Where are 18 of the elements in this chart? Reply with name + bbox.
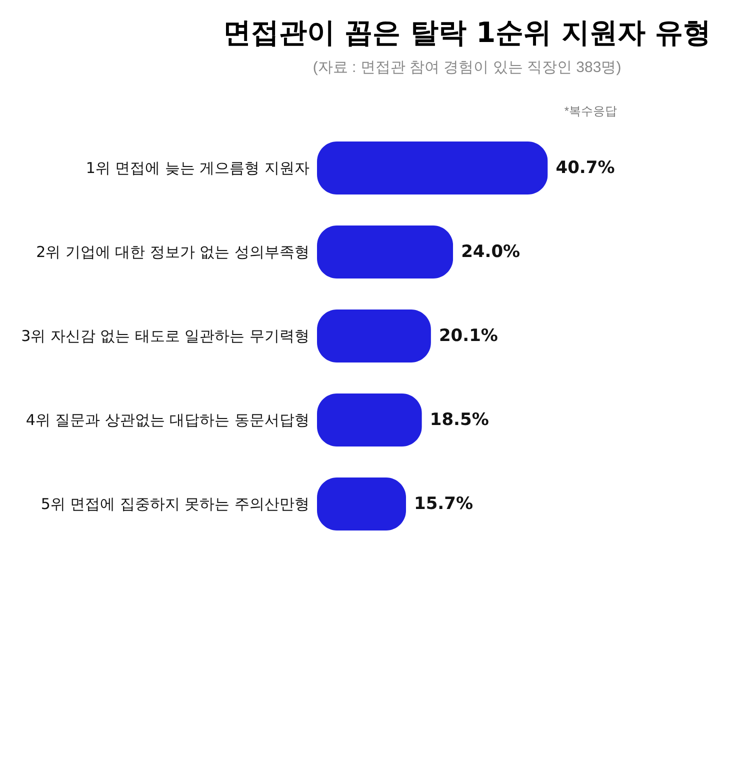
data-label: 20.1% [438,326,498,346]
bar [317,310,431,362]
chart-title: 면접관이 꼽은 탈락 1순위 지원자 유형 [222,16,712,49]
text: *복수응답 [564,104,617,118]
data-label: 18.5% [430,410,489,430]
y-tick-label: 3위 자신감 없는 태도로 일관하는 무기력형 [21,327,310,345]
bar [317,478,406,530]
y-tick-label: 5위 면접에 집중하지 못하는 주의산만형 [40,495,310,513]
bar [317,394,422,446]
chart-subtitle: (자료 : 면접관 참여 경험이 있는 직장인 383명) [312,59,622,76]
data-label: 40.7% [556,158,615,178]
y-tick-label: 4위 질문과 상관없는 대답하는 동문서답형 [26,411,310,429]
bar [317,142,548,194]
y-tick-label: 1위 면접에 늦는 게으름형 지원자 [86,159,310,177]
data-label: 24.0% [461,242,520,262]
y-tick-label: 2위 기업에 대한 정보가 없는 성의부족형 [36,243,310,261]
bar [317,226,454,278]
data-label: 15.7% [414,494,474,514]
